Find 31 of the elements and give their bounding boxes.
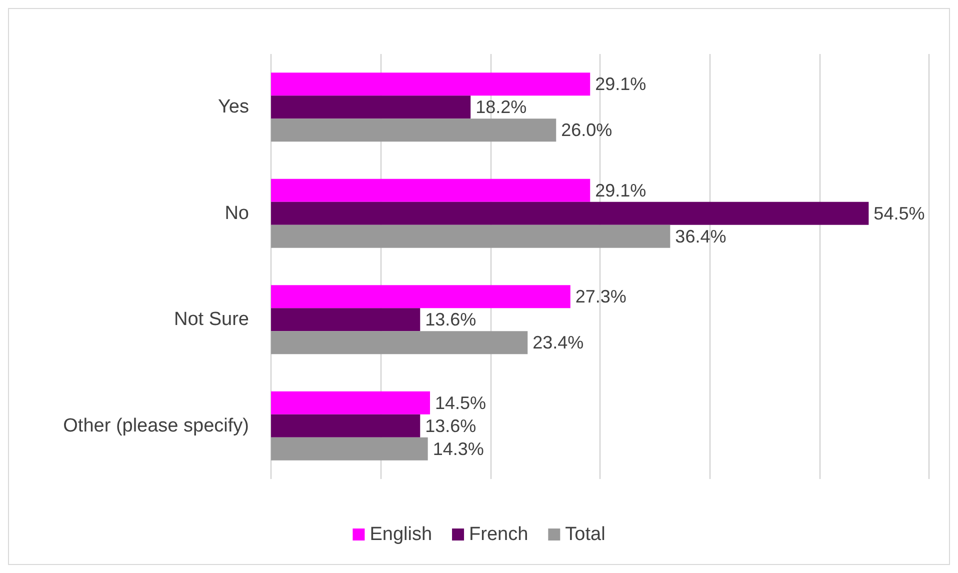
bar xyxy=(271,202,869,225)
y-tick-label: Not Sure xyxy=(174,309,249,330)
data-label: 13.6% xyxy=(425,416,476,436)
data-label: 13.6% xyxy=(425,310,476,330)
bar xyxy=(271,308,420,332)
legend-label: French xyxy=(469,524,528,545)
bar xyxy=(271,437,428,460)
bar xyxy=(271,224,670,248)
bar xyxy=(271,391,430,414)
bar xyxy=(271,72,590,96)
y-tick-label: No xyxy=(224,202,249,224)
data-label: 27.3% xyxy=(575,286,626,307)
data-label: 23.4% xyxy=(532,332,584,353)
data-label: 18.2% xyxy=(476,97,527,118)
data-label: 29.1% xyxy=(595,180,646,200)
bar xyxy=(271,285,570,308)
bar xyxy=(271,118,556,142)
legend-label: English xyxy=(370,524,432,545)
data-label: 54.5% xyxy=(874,203,925,224)
bar xyxy=(271,178,590,202)
data-label: 14.5% xyxy=(435,392,486,413)
bar xyxy=(271,96,471,119)
bar xyxy=(271,331,528,354)
bar xyxy=(271,414,420,438)
data-label: 29.1% xyxy=(595,74,646,94)
legend-label: Total xyxy=(565,524,606,545)
y-tick-label: Yes xyxy=(218,96,249,118)
data-label: 14.3% xyxy=(432,438,484,459)
data-label: 26.0% xyxy=(561,120,612,140)
y-tick-label: Other (please specify) xyxy=(63,415,249,436)
data-label: 36.4% xyxy=(675,226,726,246)
